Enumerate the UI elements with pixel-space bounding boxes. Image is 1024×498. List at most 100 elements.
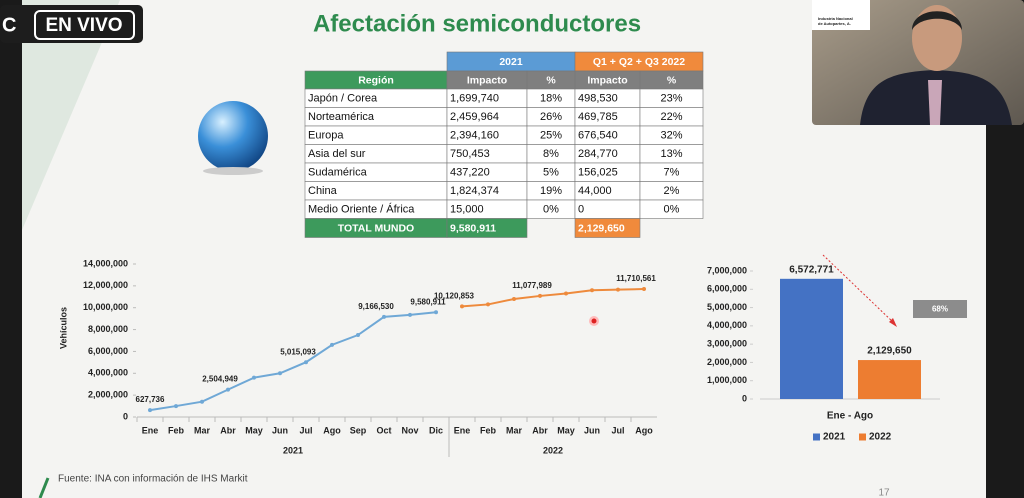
source-note: Fuente: INA con información de IHS Marki… bbox=[58, 474, 248, 485]
x-tick-label: May bbox=[557, 425, 575, 435]
line-point bbox=[252, 375, 256, 380]
data-label: 9,166,530 bbox=[358, 302, 394, 311]
x-tick-label: Feb bbox=[480, 425, 497, 435]
webcam: Industria Nacional de Autopartes, A. bbox=[812, 0, 1024, 125]
y-tick-label: 0 bbox=[742, 393, 747, 403]
table-cell: 25% bbox=[540, 130, 562, 142]
table-cell-cell bbox=[639, 199, 704, 219]
x-tick-label: Jun bbox=[584, 425, 600, 435]
table-cell: 0 bbox=[578, 204, 584, 216]
data-label: 10,120,853 bbox=[434, 292, 475, 301]
y-tick-label: 1,000,000 bbox=[707, 375, 747, 385]
line-point bbox=[278, 371, 282, 376]
table-cell: 676,540 bbox=[578, 130, 618, 142]
column-header: Impacto bbox=[467, 74, 507, 86]
webcam-caption: Industria Nacional bbox=[818, 16, 853, 21]
table-cell: 437,220 bbox=[450, 167, 490, 179]
table-cell: 22% bbox=[660, 111, 682, 123]
x-tick-label: Dic bbox=[429, 425, 443, 435]
table-cell: Norteamérica bbox=[308, 111, 375, 123]
line-point bbox=[512, 296, 516, 301]
webcam-caption: de Autopartes, A. bbox=[818, 21, 851, 26]
annotation-box bbox=[913, 300, 967, 318]
table-cell: 284,770 bbox=[578, 148, 618, 160]
column-header: Región bbox=[358, 74, 394, 86]
y-tick-label: 2,000,000 bbox=[707, 357, 747, 367]
slide-title: Afectación semiconductores bbox=[313, 10, 641, 37]
group-header: Q1 + Q2 + Q3 2022 bbox=[593, 56, 685, 68]
x-tick-label: Ene bbox=[454, 425, 471, 435]
line-series bbox=[149, 311, 437, 412]
y-axis-title: Vehículos bbox=[58, 307, 68, 349]
table-cell: 469,785 bbox=[578, 111, 618, 123]
page-number: 17 bbox=[878, 488, 890, 498]
data-label: 5,015,093 bbox=[280, 347, 316, 356]
annotation: 68% bbox=[932, 305, 948, 314]
bar bbox=[858, 360, 921, 399]
line-point bbox=[564, 291, 568, 296]
person-hair bbox=[912, 11, 962, 30]
x-group-label: 2022 bbox=[543, 445, 563, 455]
y-tick-label: 0 bbox=[123, 411, 128, 421]
table-cell: 23% bbox=[660, 93, 682, 105]
table-cell: China bbox=[308, 185, 338, 197]
line-point bbox=[460, 304, 464, 309]
table-cell: 2,394,160 bbox=[450, 130, 499, 142]
y-tick-label: 10,000,000 bbox=[83, 302, 128, 312]
y-tick-label: 7,000,000 bbox=[707, 265, 747, 275]
x-tick-label: Feb bbox=[168, 425, 185, 435]
y-tick-label: 6,000,000 bbox=[707, 284, 747, 294]
y-tick-label: 8,000,000 bbox=[88, 324, 128, 334]
table-cell: 750,453 bbox=[450, 148, 490, 160]
legend-swatch bbox=[859, 433, 866, 441]
x-tick-label: Sep bbox=[350, 425, 367, 435]
group-header: 2021 bbox=[499, 56, 523, 68]
x-tick-label: Jul bbox=[611, 425, 624, 435]
y-tick-label: 4,000,000 bbox=[88, 368, 128, 378]
y-tick-label: 3,000,000 bbox=[707, 339, 747, 349]
y-tick-label: 14,000,000 bbox=[83, 258, 128, 268]
table-cell: 44,000 bbox=[578, 185, 612, 197]
live-badge bbox=[34, 10, 135, 40]
webcam-logo-box bbox=[812, 0, 870, 30]
total-value-cell bbox=[446, 218, 528, 238]
globe-shadow bbox=[203, 167, 263, 175]
data-label: 627,736 bbox=[136, 395, 165, 404]
x-tick-label: Ene - Ago bbox=[827, 411, 873, 422]
y-tick-label: 6,000,000 bbox=[88, 346, 128, 356]
total-label: TOTAL MUNDO bbox=[338, 222, 414, 234]
data-label: 11,710,561 bbox=[616, 274, 656, 283]
bar bbox=[780, 278, 843, 399]
table-cell: 7% bbox=[664, 167, 680, 179]
line-point bbox=[304, 360, 308, 365]
table-cell: 2% bbox=[664, 185, 680, 197]
line-point bbox=[382, 314, 386, 319]
table-cell: Japón / Corea bbox=[308, 93, 378, 105]
table-cell: 0% bbox=[543, 204, 559, 216]
table-cell: 19% bbox=[540, 185, 562, 197]
line-point bbox=[148, 408, 152, 413]
data-label: 11,077,989 bbox=[512, 281, 552, 290]
table-cell: Asia del sur bbox=[308, 148, 366, 160]
y-tick-label: 2,000,000 bbox=[88, 390, 128, 400]
total-value: 9,580,911 bbox=[450, 222, 496, 234]
legend-swatch bbox=[813, 433, 820, 441]
table-cell: 156,025 bbox=[578, 167, 618, 179]
total-value: 2,129,650 bbox=[578, 222, 625, 234]
table-cell: 5% bbox=[543, 167, 559, 179]
table-cell: 18% bbox=[540, 93, 562, 105]
x-tick-label: Mar bbox=[194, 425, 211, 435]
line-point bbox=[226, 387, 230, 392]
table-cell: 1,699,740 bbox=[450, 93, 499, 105]
table-cell: 498,530 bbox=[578, 93, 618, 105]
table-cell: 8% bbox=[543, 148, 559, 160]
x-tick-label: Ago bbox=[635, 425, 653, 435]
legend-label: 2022 bbox=[869, 432, 892, 443]
data-label: 6,572,771 bbox=[789, 264, 834, 275]
person-head bbox=[912, 5, 962, 71]
table-cell: 26% bbox=[540, 111, 562, 123]
x-tick-label: Nov bbox=[401, 425, 418, 435]
line-point bbox=[330, 342, 334, 347]
legend-label: 2021 bbox=[823, 432, 846, 443]
